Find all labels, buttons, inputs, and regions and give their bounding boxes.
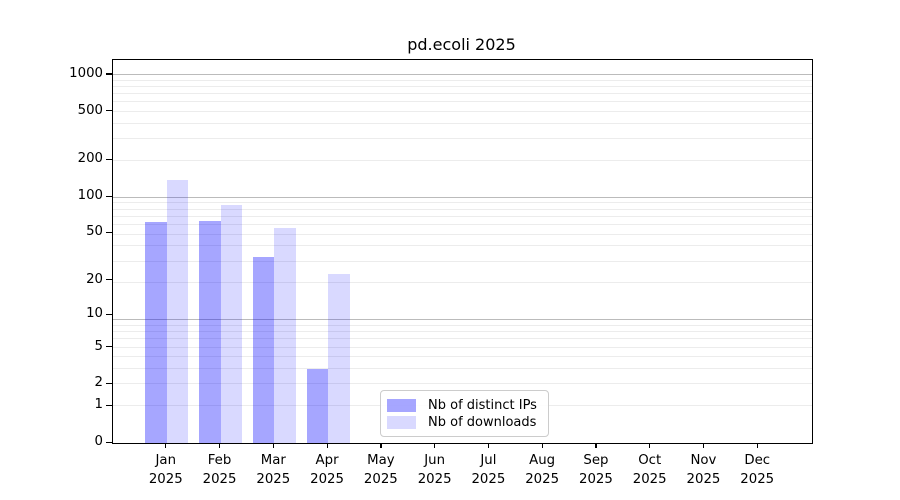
y-tick-label-5: 5 bbox=[94, 338, 103, 354]
gridline-5 bbox=[113, 356, 812, 358]
gridline-20 bbox=[113, 282, 812, 284]
gridline-80 bbox=[113, 208, 812, 210]
gridline-800 bbox=[113, 85, 812, 87]
x-tick-mark-jul bbox=[487, 443, 490, 448]
y-tick-mark-20 bbox=[106, 279, 112, 281]
gridline-6 bbox=[113, 346, 812, 348]
y-tick-label-1: 1 bbox=[94, 397, 103, 413]
legend: Nb of distinct IPs Nb of downloads bbox=[380, 390, 549, 437]
y-tick-label-20: 20 bbox=[86, 271, 103, 287]
x-tick-label-jan: Jan 2025 bbox=[148, 453, 183, 487]
x-tick-label-apr: Apr 2025 bbox=[310, 453, 344, 487]
y-tick-label-2: 2 bbox=[94, 375, 103, 391]
gridline-3 bbox=[113, 383, 812, 385]
x-tick-mark-jan bbox=[165, 443, 167, 448]
y-tick-label-500: 500 bbox=[77, 102, 103, 118]
bar-jan-distinct-ips bbox=[145, 222, 167, 443]
gridline-100 bbox=[113, 196, 812, 198]
y-tick-mark-1 bbox=[106, 404, 112, 406]
bar-feb-distinct-ips bbox=[199, 220, 221, 443]
x-tick-label-aug: Aug 2025 bbox=[525, 453, 560, 487]
legend-swatch-downloads bbox=[387, 416, 416, 429]
x-tick-mark-jun bbox=[434, 443, 436, 448]
x-tick-mark-mar bbox=[272, 443, 274, 448]
bar-apr-distinct-ips bbox=[306, 369, 329, 443]
gridline-500 bbox=[113, 110, 812, 112]
x-tick-label-sep: Sep 2025 bbox=[579, 453, 613, 487]
y-tick-mark-2 bbox=[106, 382, 112, 385]
gridline-30 bbox=[113, 260, 812, 262]
bar-jan-downloads bbox=[166, 180, 189, 443]
x-tick-mark-aug bbox=[541, 443, 543, 448]
plot-area: Nb of distinct IPs Nb of downloads bbox=[112, 59, 813, 444]
y-tick-mark-100 bbox=[106, 195, 112, 197]
y-tick-label-0: 0 bbox=[94, 434, 103, 449]
gridline-300 bbox=[113, 138, 812, 140]
y-tick-mark-0 bbox=[106, 441, 112, 443]
chart-title: pd.ecoli 2025 bbox=[407, 35, 516, 54]
y-tick-mark-5 bbox=[106, 346, 112, 348]
x-tick-mark-may bbox=[380, 443, 382, 448]
gridline-90 bbox=[113, 202, 812, 204]
legend-swatch-distinct-ips bbox=[387, 399, 416, 412]
x-tick-label-jul: Jul 2025 bbox=[471, 453, 506, 487]
legend-row-downloads: Nb of downloads bbox=[387, 415, 540, 430]
bar-feb-downloads bbox=[220, 205, 242, 443]
x-tick-mark-sep bbox=[595, 443, 597, 448]
y-tick-label-200: 200 bbox=[77, 151, 103, 167]
gridline-1000 bbox=[113, 73, 812, 75]
y-tick-mark-500 bbox=[106, 110, 112, 112]
x-tick-label-dec: Dec 2025 bbox=[740, 453, 775, 487]
gridline-200 bbox=[113, 159, 812, 161]
x-tick-mark-feb bbox=[219, 443, 221, 448]
y-tick-label-100: 100 bbox=[77, 188, 103, 204]
y-tick-label-1000: 1000 bbox=[69, 65, 103, 81]
legend-label-downloads: Nb of downloads bbox=[428, 415, 537, 430]
gridline-7 bbox=[113, 338, 812, 340]
y-tick-label-10: 10 bbox=[86, 306, 103, 322]
bar-mar-distinct-ips bbox=[252, 256, 275, 443]
x-tick-label-mar: Mar 2025 bbox=[256, 453, 291, 487]
x-tick-mark-oct bbox=[649, 443, 651, 448]
legend-label-distinct-ips: Nb of distinct IPs bbox=[428, 398, 537, 413]
y-tick-mark-1000 bbox=[106, 73, 112, 75]
gridline-600 bbox=[113, 101, 812, 103]
y-tick-mark-200 bbox=[106, 158, 112, 161]
bar-mar-downloads bbox=[274, 227, 296, 443]
gridline-50 bbox=[113, 233, 812, 235]
gridline-700 bbox=[113, 92, 812, 94]
x-tick-label-may: May 2025 bbox=[363, 453, 398, 487]
gridline-8 bbox=[113, 331, 812, 333]
x-tick-label-nov: Nov 2025 bbox=[686, 453, 721, 487]
x-tick-mark-nov bbox=[702, 443, 705, 448]
x-tick-label-oct: Oct 2025 bbox=[632, 453, 667, 487]
gridline-70 bbox=[113, 215, 812, 217]
y-tick-label-50: 50 bbox=[86, 224, 103, 240]
gridline-9 bbox=[113, 324, 812, 326]
gridline-60 bbox=[113, 223, 812, 225]
gridline-4 bbox=[113, 368, 812, 370]
gridline-10 bbox=[113, 319, 812, 321]
gridline-400 bbox=[113, 122, 812, 124]
gridline-900 bbox=[113, 79, 812, 81]
x-tick-label-jun: Jun 2025 bbox=[417, 453, 452, 487]
x-tick-mark-dec bbox=[756, 443, 758, 448]
bar-apr-downloads bbox=[328, 273, 350, 443]
legend-row-distinct-ips: Nb of distinct IPs bbox=[387, 398, 540, 413]
x-tick-mark-apr bbox=[326, 443, 328, 448]
y-tick-mark-10 bbox=[106, 313, 112, 315]
gridline-40 bbox=[113, 245, 812, 247]
x-tick-label-feb: Feb 2025 bbox=[202, 453, 237, 487]
y-tick-mark-50 bbox=[106, 231, 112, 234]
